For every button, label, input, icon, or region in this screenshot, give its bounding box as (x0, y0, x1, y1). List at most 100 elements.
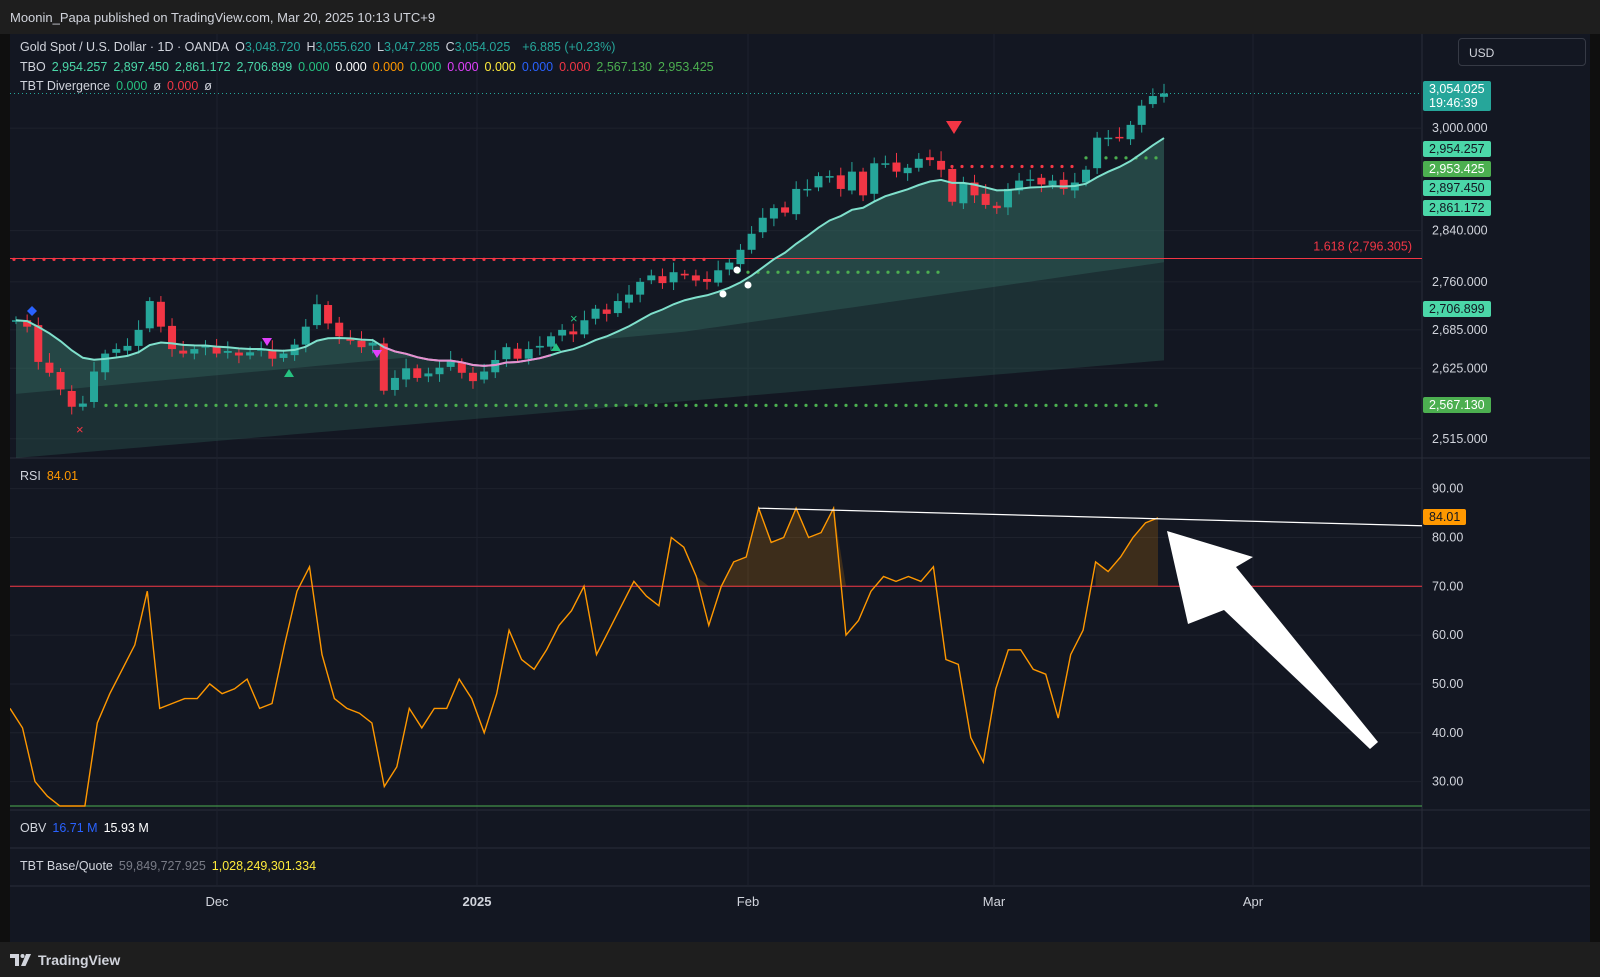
resistance-dot (452, 257, 456, 261)
candle-body (903, 167, 912, 174)
support-dot (694, 403, 698, 407)
candle-body (914, 158, 923, 168)
resistance-dot (532, 257, 536, 261)
candle-body (591, 308, 600, 319)
resistance-dot (62, 257, 66, 261)
chart-panel[interactable] (10, 34, 1590, 942)
resistance-dot (142, 257, 146, 261)
tradingview-logo[interactable]: TradingView (10, 952, 120, 968)
resistance-dot (622, 257, 626, 261)
support-dot (534, 403, 538, 407)
support-dot (764, 403, 768, 407)
candle-body (268, 349, 277, 359)
candle-body (981, 193, 990, 205)
fib-level-label: 1.618 (2,796.305) (1313, 240, 1412, 254)
price-tag: 2,567.130 (1423, 397, 1491, 413)
publisher-text: Moonin_Papa published on TradingView.com… (10, 10, 436, 25)
support-dot (614, 403, 618, 407)
resistance-dot (132, 257, 136, 261)
support-dot (974, 403, 978, 407)
mid-dot (766, 270, 770, 274)
resistance-dot (602, 257, 606, 261)
support-dot (464, 403, 468, 407)
candle-body (658, 276, 667, 284)
ohlc-key-C: C (445, 40, 455, 54)
price-tag-value: 2,953.425 (1429, 162, 1485, 176)
resistance-dot (482, 257, 486, 261)
resistance-dot (642, 257, 646, 261)
support-dot (914, 403, 918, 407)
resistance-dot (82, 257, 86, 261)
upper-support-dot (1124, 156, 1128, 160)
candle-body (680, 273, 689, 276)
candle-body (468, 372, 477, 382)
tbo-values: 2,954.257 2,897.450 2,861.172 2,706.899 0.00… (52, 60, 720, 74)
candle-body (836, 175, 845, 189)
support-dot (284, 403, 288, 407)
candle-body (45, 362, 54, 373)
support-dot (384, 403, 388, 407)
divergence-value-1: ø (153, 79, 162, 93)
support-dot (314, 403, 318, 407)
resistance-dot (292, 257, 296, 261)
support-dot (504, 403, 508, 407)
resistance-dot (442, 257, 446, 261)
candle-body (736, 249, 745, 265)
support-dot (104, 403, 108, 407)
candle-body (558, 329, 567, 336)
x-tick-label: Apr (1243, 894, 1264, 909)
upper-support-dot (1114, 156, 1118, 160)
resistance-dot (362, 257, 366, 261)
upper-resistance-dot (970, 164, 974, 169)
candle-body (357, 340, 366, 348)
upper-support-dot (1084, 156, 1088, 160)
rsi-overbought-fill (696, 508, 847, 587)
price-tag-value: 2,567.130 (1429, 398, 1485, 412)
candle-body (413, 368, 422, 378)
resistance-dot (302, 257, 306, 261)
candle-body (134, 329, 143, 346)
tbt-base-quote-legend: TBT Base/Quote 59,849,727.925 1,028,249,30… (20, 859, 322, 873)
ohlc-key-O: O (235, 40, 245, 54)
candle-body (190, 349, 199, 354)
currency-selector[interactable]: USD (1458, 38, 1586, 66)
support-dot (414, 403, 418, 407)
resistance-dot (582, 257, 586, 261)
resistance-dot (222, 257, 226, 261)
resistance-dot (652, 257, 656, 261)
divergence-value-3: ø (204, 79, 212, 93)
candle-body (246, 352, 255, 356)
mid-dot (776, 270, 780, 274)
support-dot (884, 403, 888, 407)
chart-canvas[interactable]: Dec 2025 Feb Mar Apr 3,000.000 2,840.000 2,760.… (10, 34, 1590, 942)
resistance-dot (282, 257, 286, 261)
support-dot (1134, 403, 1138, 407)
mid-dot (746, 270, 750, 274)
resistance-dot (512, 257, 516, 261)
support-dot (124, 403, 128, 407)
support-dot (174, 403, 178, 407)
publish-header: Moonin_Papa published on TradingView.com… (0, 0, 1600, 34)
resistance-dot (672, 257, 676, 261)
candle-body (379, 343, 388, 391)
support-dot (374, 403, 378, 407)
tbo-value-4: 0.000 (298, 60, 330, 74)
support-dot (274, 403, 278, 407)
candle-body (56, 372, 65, 390)
candle-body (1093, 137, 1102, 169)
upper-resistance-dot (990, 164, 994, 169)
tradingview-logo-icon (10, 954, 31, 966)
support-dot (1104, 403, 1108, 407)
upper-resistance-dot (1050, 164, 1054, 169)
resistance-dot (352, 257, 356, 261)
candle-body (1137, 105, 1146, 125)
symbol-title: Gold Spot / U.S. Dollar · 1D · OANDA (20, 40, 230, 54)
resistance-dot (262, 257, 266, 261)
resistance-dot (612, 257, 616, 261)
brand-name: TradingView (38, 952, 121, 968)
tbo-value-13: 2,953.425 (658, 60, 714, 74)
upper-resistance-dot (960, 164, 964, 169)
mid-dot (806, 270, 810, 274)
mid-dot (936, 270, 940, 274)
tbo-value-2: 2,861.172 (174, 60, 231, 74)
